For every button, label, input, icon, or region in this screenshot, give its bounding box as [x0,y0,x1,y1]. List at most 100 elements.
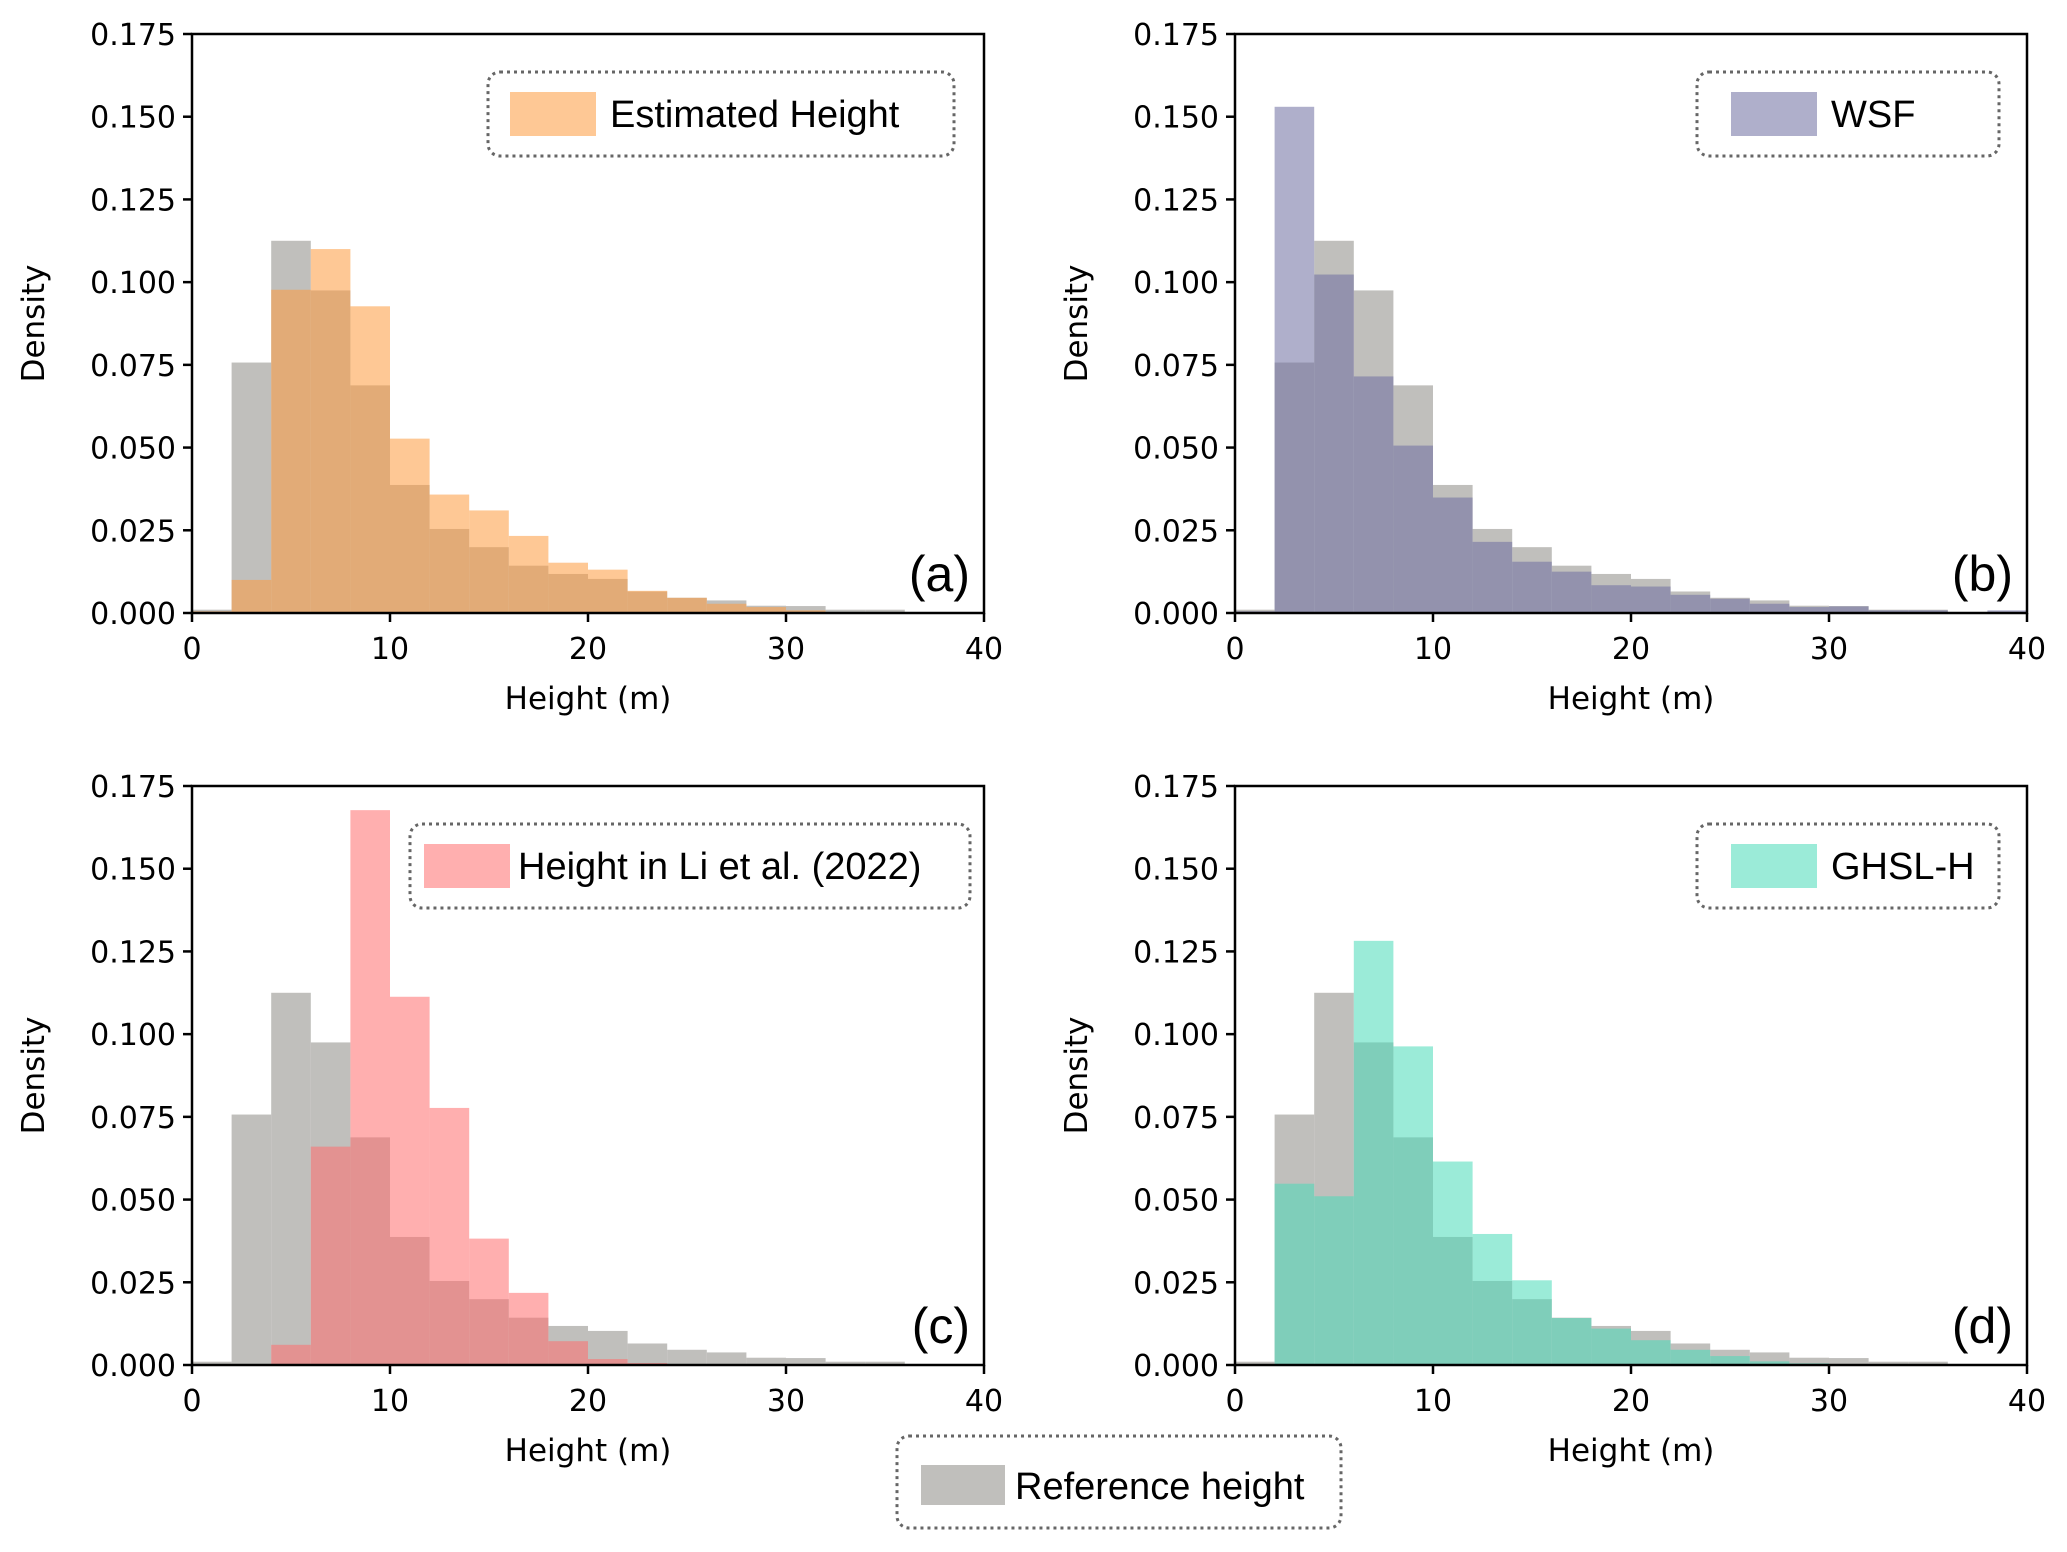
series-bar [1512,561,1552,613]
y-tick-label: 0.025 [1133,514,1219,549]
series-bar [1512,1280,1552,1365]
x-tick-label: 30 [1810,1384,1848,1419]
y-tick-label: 0.050 [1133,432,1219,467]
series-bar [390,996,430,1365]
legend-frame [486,70,956,158]
legend-label: Reference height [1015,1466,1305,1508]
panel-label: (c) [912,1298,970,1354]
y-tick-label: 0.125 [90,183,176,218]
reference-bar [271,992,311,1365]
series-bar [1274,106,1315,613]
series-bar [1829,606,1869,613]
x-tick-label: 30 [767,1384,805,1419]
series-bar [469,510,509,613]
legend-label: GHSL-H [1831,846,1975,888]
series-bar [1710,1356,1750,1365]
reference-bars [192,992,905,1365]
series-bar [1868,610,1909,613]
series-bar [786,610,826,613]
series-bar [1710,598,1750,613]
y-tick-label: 0.150 [1133,853,1219,888]
x-tick-label: 10 [371,1384,409,1419]
series-bar [429,494,470,613]
series-bar [1631,1340,1671,1365]
y-tick-label: 0.125 [90,935,176,970]
series-bar [1433,1161,1473,1365]
legend: GHSL-H [1695,822,2001,910]
series-bar [548,1341,588,1365]
y-tick-label: 0.175 [90,770,176,805]
x-axis-label: Height (m) [505,1433,672,1469]
y-tick-label: 0.175 [1133,18,1219,53]
series-bar [1274,1183,1315,1365]
legend-label: Estimated Height [610,94,900,136]
x-tick-label: 30 [767,632,805,667]
series-bars [271,810,668,1365]
series-bar [469,1238,509,1365]
series-bar [1591,585,1631,613]
x-tick-label: 0 [1225,632,1244,667]
legend-swatch [1731,844,1817,888]
series-bar [271,289,311,613]
y-tick-label: 0.175 [90,18,176,53]
reference-bar [1789,1357,1829,1365]
y-tick-label: 0.000 [1133,1349,1219,1384]
y-axis-label: Density [16,1017,52,1135]
series-bar [588,569,628,613]
panel-label: (d) [1952,1298,2013,1354]
y-tick-label: 0.100 [1133,1018,1219,1053]
series-bar [310,249,351,614]
panel-label: (b) [1952,546,2013,602]
reference-bar [627,1343,668,1365]
reference-bar [786,1358,826,1365]
legend: WSF [1695,70,2001,158]
x-tick-label: 20 [569,1384,607,1419]
series-bar [350,810,390,1365]
x-axis-label: Height (m) [1548,681,1715,717]
series-bar [390,438,430,613]
series-bars [192,249,866,614]
x-tick-label: 10 [371,632,409,667]
reference-bar [825,1361,866,1365]
legend-label: Height in Li et al. (2022) [518,846,921,888]
x-tick-label: 40 [965,1384,1003,1419]
y-tick-label: 0.000 [90,1349,176,1384]
panel-label: (a) [909,546,970,602]
series-bars [1274,940,1829,1365]
series-bar [1433,497,1473,613]
y-tick-label: 0.075 [90,1101,176,1136]
y-tick-label: 0.050 [1133,1184,1219,1219]
series-bar [271,1344,311,1365]
legend-swatch [921,1465,1005,1505]
y-tick-label: 0.000 [90,597,176,632]
reference-bar [1868,1361,1909,1365]
series-bar [1472,1233,1513,1365]
series-bar [1393,445,1433,613]
series-bar [508,535,549,613]
x-tick-label: 40 [2008,1384,2046,1419]
series-bar [1551,1318,1592,1365]
reference-bar [1829,1358,1869,1365]
reference-bar [865,609,905,613]
reference-bar [746,1357,786,1365]
x-tick-label: 20 [1612,1384,1650,1419]
reference-bar [1235,1361,1275,1365]
legend-swatch [510,92,596,136]
series-bar [310,1146,351,1365]
panel-b: 0.000 0.025 0.050 0.075 0.100 0.125 0.150 0.175… [1059,18,2046,717]
y-tick-label: 0.125 [1133,183,1219,218]
reference-bar [786,606,826,613]
legend-swatch [424,844,510,888]
series-bar [1393,1046,1433,1365]
x-tick-label: 30 [1810,632,1848,667]
series-bar [667,597,707,613]
series-bar [1591,1328,1631,1365]
y-tick-label: 0.075 [1133,1101,1219,1136]
series-bar [1749,603,1790,613]
y-tick-label: 0.125 [1133,935,1219,970]
y-tick-label: 0.150 [90,101,176,136]
y-tick-label: 0.100 [90,1018,176,1053]
y-tick-label: 0.075 [1133,349,1219,384]
series-bar [1472,541,1513,613]
